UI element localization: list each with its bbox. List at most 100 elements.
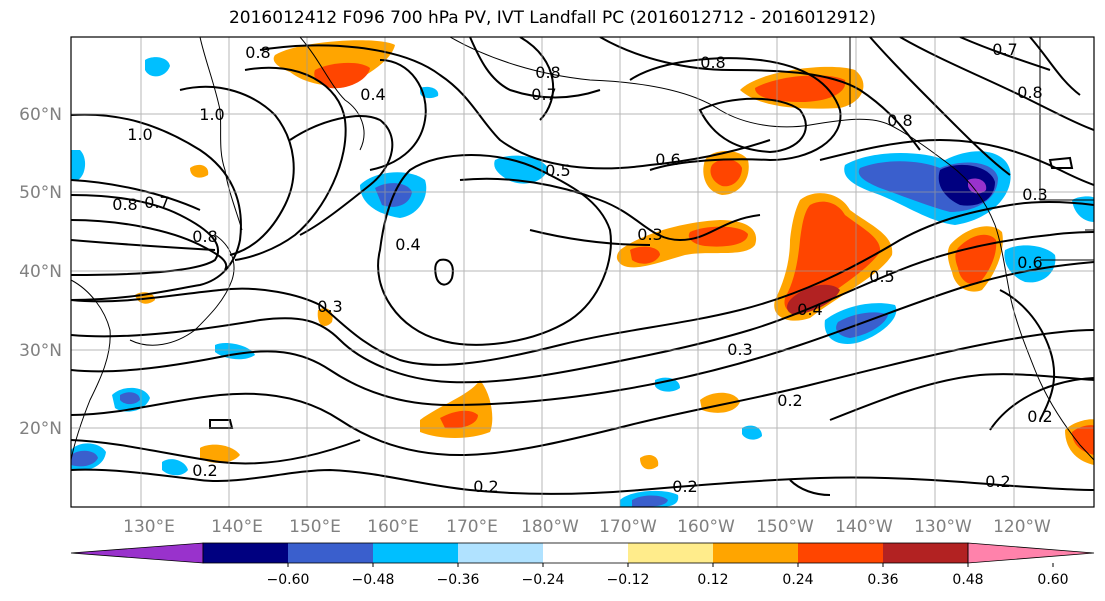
colorbar-swatch: [373, 543, 458, 563]
fill-blob: [688, 226, 748, 247]
map-frame: [70, 36, 1095, 508]
fill-blob: [787, 284, 840, 315]
contour-label: 0.6: [1017, 253, 1042, 272]
contour-line: [698, 97, 807, 154]
contour-line: [469, 37, 601, 99]
graticule: [71, 37, 1094, 507]
colorbar-tick-label: −0.36: [437, 572, 480, 588]
colorbar-extend-max: [967, 542, 1095, 564]
colorbar-extend-min: [70, 542, 204, 564]
colorbar-tick-label: −0.60: [267, 572, 310, 588]
contour-line: [1029, 37, 1081, 96]
contour-label: 0.3: [317, 297, 342, 316]
border: [849, 37, 1094, 201]
lon-tick-label: 150°W: [756, 517, 814, 537]
fill-blob: [1072, 425, 1094, 455]
contour-line: [71, 179, 201, 211]
contour-line: [71, 439, 361, 465]
border: [1040, 229, 1094, 261]
lon-tick-label: 170°W: [599, 517, 657, 537]
lat-tick-label: 40°N: [19, 262, 62, 282]
contour-line: [989, 377, 1094, 431]
fill-blob: [968, 178, 987, 194]
contour-label: 0.4: [360, 85, 385, 104]
contour-line: [599, 37, 921, 151]
contour-line: [959, 37, 1051, 71]
coastline: [199, 37, 243, 231]
contour-line: [434, 258, 454, 286]
latitude-ticks: 60°N 50°N 40°N 30°N 20°N: [19, 105, 62, 439]
colorbar-swatch: [883, 543, 968, 563]
contour-label: 1.0: [199, 105, 224, 124]
chart-title: 2016012412 F096 700 hPa PV, IVT Landfall…: [228, 8, 876, 28]
fill-blob: [755, 75, 846, 102]
lon-tick-label: 150°E: [289, 517, 341, 537]
lat-tick-label: 20°N: [19, 419, 62, 439]
contour-labels: 0.8 0.4 0.8 0.7 0.8 0.7 1.0 1.0 0.8 0.7 0.8 0.5 0.6 0…: [112, 40, 1052, 496]
contour-label: 0.2: [192, 461, 217, 480]
colorbar-tick-label: −0.12: [607, 572, 650, 588]
map-background: [71, 37, 1094, 507]
contour-line: [71, 239, 216, 251]
contour-line: [829, 373, 1094, 421]
contour-line: [819, 138, 1094, 186]
colorbar-tick-label: 0.12: [697, 572, 728, 588]
colorbar-tick-label: −0.24: [522, 572, 565, 588]
contour-label: 0.7: [531, 85, 556, 104]
fill-blob: [632, 495, 668, 507]
contour-label: 0.2: [777, 391, 802, 410]
contour-line: [519, 37, 554, 121]
fill-blob: [630, 246, 660, 264]
fill-blob: [145, 57, 170, 77]
fill-blob: [120, 392, 140, 405]
contour-label: 0.8: [700, 53, 725, 72]
fill-blob: [190, 164, 209, 178]
contour-line: [179, 85, 295, 256]
contour-label: 0.2: [473, 477, 498, 496]
contour-label: 0.8: [535, 63, 560, 82]
fill-blob: [71, 450, 98, 467]
lon-tick-label: 140°E: [211, 517, 263, 537]
contour-label: 0.2: [672, 477, 697, 496]
contour-line: [789, 479, 831, 496]
contour-line: [289, 115, 394, 236]
fill-blob: [420, 380, 493, 438]
coastline: [129, 234, 235, 346]
contour-label: 0.2: [1027, 407, 1052, 426]
contour-label: 0.8: [1017, 83, 1042, 102]
contour-label: 1.0: [127, 125, 152, 144]
contour-line: [629, 57, 842, 171]
contour-label: 0.3: [637, 225, 662, 244]
lon-tick-label: 180°W: [521, 517, 579, 537]
contour-line: [377, 154, 612, 346]
lat-tick-label: 30°N: [19, 341, 62, 361]
colorbar-swatch: [798, 543, 883, 563]
contour-line: [1048, 156, 1074, 169]
lon-tick-label: 160°W: [677, 517, 735, 537]
contour-line: [71, 468, 1094, 495]
contour-line: [259, 44, 771, 170]
contour-label: 0.8: [112, 195, 137, 214]
fill-blob: [938, 164, 995, 206]
lon-tick-label: 160°E: [367, 517, 419, 537]
contour-label: 0.2: [985, 472, 1010, 491]
fill-blob: [162, 459, 188, 476]
colorbar-tick-label: 0.36: [867, 572, 898, 588]
colorbar-swatch: [203, 543, 288, 563]
fill-blob: [955, 234, 997, 285]
longitude-ticks: 130°E 140°E 150°E 160°E 170°E 180°W 170°W 160°W…: [123, 517, 1051, 537]
contour-label: 0.7: [992, 40, 1017, 59]
pv-contour-layer: [71, 37, 1094, 496]
contour-label: 0.5: [545, 161, 570, 180]
fill-blob: [655, 377, 680, 392]
fill-blob: [710, 159, 742, 187]
contour-line: [529, 229, 651, 246]
contour-label: 0.8: [887, 111, 912, 130]
fill-blob: [494, 155, 548, 184]
contour-line: [869, 37, 1011, 176]
contour-line: [899, 37, 1094, 131]
lon-tick-label: 120°W: [993, 517, 1051, 537]
lat-tick-label: 60°N: [19, 105, 62, 125]
contour-line: [71, 261, 1094, 407]
contour-line: [71, 200, 1094, 366]
